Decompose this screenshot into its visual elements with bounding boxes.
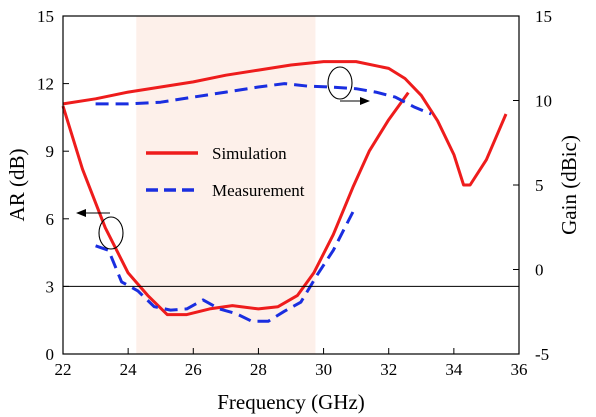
x-axis-title: Frequency (GHz) [217, 390, 365, 414]
simulation-ar-series-line [61, 91, 410, 317]
gain-indicator-arrow-head [360, 97, 370, 105]
ar-indicator-arrow-head [76, 209, 86, 217]
x-tick-label: 22 [55, 360, 72, 379]
x-tick-label: 26 [185, 360, 202, 379]
left-y-tick-label: 0 [46, 345, 55, 364]
right-y-axis-title: Gain (dBic) [557, 135, 581, 235]
right-y-tick-label: 15 [535, 7, 552, 26]
gain-curve-indicator-ellipse [327, 66, 353, 100]
series-layer [61, 60, 508, 323]
axis-indicators [76, 66, 370, 250]
measurement-ar-series-line [95, 211, 355, 323]
x-tick-label: 24 [120, 360, 138, 379]
x-tick-label: 32 [380, 360, 397, 379]
measurement-gain-series-line [95, 82, 432, 116]
simulation-gain-series-line [62, 60, 508, 187]
shaded-frequency-band [136, 16, 316, 354]
x-tick-label: 36 [511, 360, 528, 379]
ar-curve-indicator-ellipse [98, 216, 124, 250]
left-y-tick-label: 6 [46, 210, 55, 229]
left-y-axis-title: AR (dB) [5, 149, 29, 222]
right-y-tick-label: -5 [535, 345, 549, 364]
left-y-tick-label: 3 [46, 277, 55, 296]
left-y-tick-label: 15 [37, 7, 54, 26]
x-tick-label: 30 [315, 360, 332, 379]
legend-measurement-label: Measurement [212, 181, 305, 200]
x-tick-label: 28 [250, 360, 267, 379]
left-y-tick-label: 9 [46, 142, 55, 161]
legend-simulation-label: Simulation [212, 144, 287, 163]
left-y-tick-label: 12 [37, 75, 54, 94]
legend: Simulation Measurement [146, 144, 305, 200]
right-y-tick-label: 0 [535, 261, 544, 280]
right-y-tick-label: 10 [535, 92, 552, 111]
right-y-tick-label: 5 [535, 176, 544, 195]
x-tick-label: 34 [445, 360, 463, 379]
